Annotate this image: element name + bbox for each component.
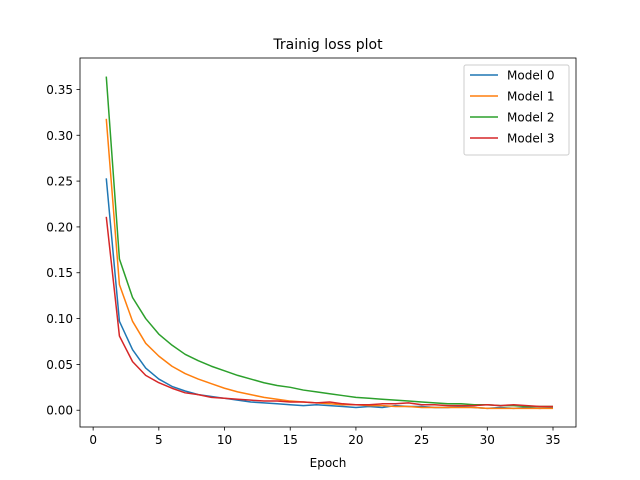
legend: Model 0 Model 1 Model 2 Model 3 [463, 64, 570, 156]
y-tick-label-0.25: 0.25 [46, 175, 73, 189]
y-tick-label-0.35: 0.35 [46, 83, 73, 97]
x-tick-label-25: 25 [414, 433, 429, 447]
y-tick-label-0.15: 0.15 [46, 266, 73, 280]
y-tick-label-0.05: 0.05 [46, 358, 73, 372]
legend-label-model-3: Model 3 [507, 132, 554, 146]
x-tick-label-15: 15 [283, 433, 298, 447]
chart-title: Trainig loss plot [272, 37, 383, 53]
legend-frame [463, 64, 570, 156]
axes-frame [79, 57, 577, 428]
legend-label-model-1: Model 1 [507, 90, 554, 104]
y-tick-label-0.10: 0.10 [46, 312, 73, 326]
series-line-model-3 [105, 216, 554, 408]
y-tick-label-0.30: 0.30 [46, 129, 73, 143]
x-tick-label-10: 10 [217, 433, 232, 447]
x-tick-label-20: 20 [348, 433, 363, 447]
x-tick-label-35: 35 [545, 433, 560, 447]
x-axis-label: Epoch [310, 456, 347, 470]
legend-label-model-0: Model 0 [507, 69, 554, 83]
x-tick-label-30: 30 [480, 433, 495, 447]
legend-label-model-2: Model 2 [507, 111, 554, 125]
x-tick-label-0: 0 [89, 433, 97, 447]
series-line-model-1 [105, 118, 554, 410]
y-tick-label-0.20: 0.20 [46, 220, 73, 234]
plot-area: 0 5 10 15 20 25 30 35 0.00 0.05 0.10 0.15 0.20 0.25 0.… [46, 57, 577, 447]
y-tick-label-0.00: 0.00 [46, 404, 73, 418]
x-tick-label-5: 5 [155, 433, 163, 447]
